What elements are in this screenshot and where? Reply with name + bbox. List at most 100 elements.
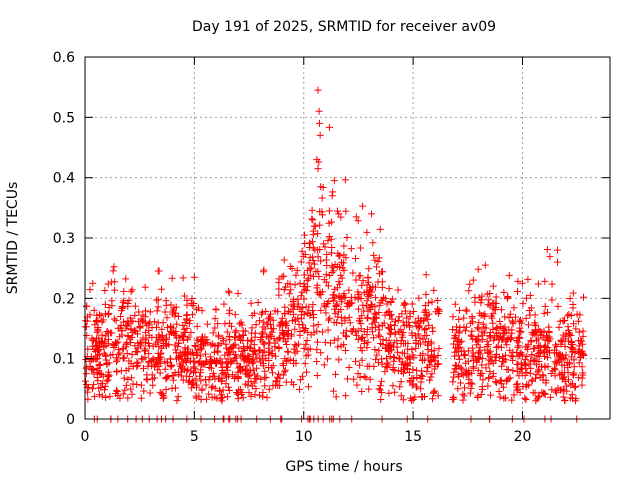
data-point — [143, 376, 151, 384]
data-point — [303, 337, 311, 345]
data-point — [422, 271, 430, 279]
data-point — [285, 290, 293, 298]
data-point — [518, 279, 526, 287]
data-point — [162, 385, 170, 393]
data-point — [328, 249, 336, 257]
data-point — [142, 307, 150, 315]
data-point — [172, 346, 180, 354]
data-point — [395, 354, 403, 362]
data-point — [357, 344, 365, 352]
data-point — [174, 313, 182, 321]
x-tick-label: 10 — [295, 429, 313, 445]
data-point — [181, 292, 189, 300]
data-point — [570, 356, 578, 364]
data-point — [496, 393, 504, 401]
data-point — [342, 327, 350, 335]
data-point — [489, 319, 497, 327]
data-point — [410, 307, 418, 315]
data-point — [350, 375, 358, 383]
data-point — [102, 356, 110, 364]
data-point — [401, 300, 409, 308]
data-point — [90, 306, 98, 314]
data-point — [183, 358, 191, 366]
data-point — [408, 300, 416, 308]
data-point — [267, 321, 275, 329]
data-point — [378, 355, 386, 363]
data-point — [301, 231, 309, 239]
data-point — [125, 365, 133, 373]
data-point — [155, 362, 163, 370]
data-point — [451, 300, 459, 308]
data-point — [314, 165, 322, 173]
data-point — [281, 303, 289, 311]
data-point — [572, 325, 580, 333]
data-point — [575, 359, 583, 367]
data-point — [531, 389, 539, 397]
data-point — [531, 319, 539, 327]
data-point — [561, 355, 569, 363]
data-point — [255, 354, 263, 362]
data-point — [516, 389, 524, 397]
data-point — [555, 323, 563, 331]
data-point — [96, 369, 104, 377]
data-point — [273, 373, 281, 381]
data-point — [471, 298, 479, 306]
data-point — [268, 328, 276, 336]
data-point — [324, 355, 332, 363]
data-point — [418, 393, 426, 401]
data-point — [82, 323, 90, 331]
x-tick-label: 15 — [404, 429, 422, 445]
data-point — [301, 360, 309, 368]
data-point — [397, 392, 405, 400]
data-point — [302, 352, 310, 360]
data-point — [137, 315, 145, 323]
data-point — [535, 326, 543, 334]
data-point — [262, 307, 270, 315]
data-point — [168, 328, 176, 336]
data-point — [313, 372, 321, 380]
data-point — [157, 359, 165, 367]
data-point — [498, 362, 506, 370]
data-point — [382, 336, 390, 344]
data-point — [158, 390, 166, 398]
data-point — [158, 285, 166, 293]
data-point — [468, 344, 476, 352]
data-point — [299, 372, 307, 380]
data-point — [259, 268, 267, 276]
data-point — [535, 393, 543, 401]
data-point — [310, 260, 318, 268]
data-point — [550, 349, 558, 357]
data-point — [374, 258, 382, 266]
data-point — [428, 370, 436, 378]
data-point — [382, 344, 390, 352]
data-point — [116, 324, 124, 332]
data-point — [531, 344, 539, 352]
data-point — [146, 308, 154, 316]
data-point — [475, 325, 483, 333]
data-point — [429, 395, 437, 403]
data-point — [362, 302, 370, 310]
data-point — [308, 215, 316, 223]
data-point — [203, 395, 211, 403]
data-point — [516, 352, 524, 360]
data-point — [371, 309, 379, 317]
data-point — [93, 374, 101, 382]
data-point — [397, 340, 405, 348]
data-point — [335, 356, 343, 364]
data-point — [261, 325, 269, 333]
data-point — [140, 387, 148, 395]
data-point — [403, 314, 411, 322]
data-point — [419, 335, 427, 343]
data-point — [357, 335, 365, 343]
data-point — [215, 375, 223, 383]
data-point — [354, 327, 362, 335]
data-point — [356, 317, 364, 325]
data-point — [141, 283, 149, 291]
data-point — [333, 300, 341, 308]
data-point — [399, 396, 407, 404]
data-point — [342, 207, 350, 215]
data-point — [340, 242, 348, 250]
data-point — [313, 246, 321, 254]
data-point — [147, 357, 155, 365]
